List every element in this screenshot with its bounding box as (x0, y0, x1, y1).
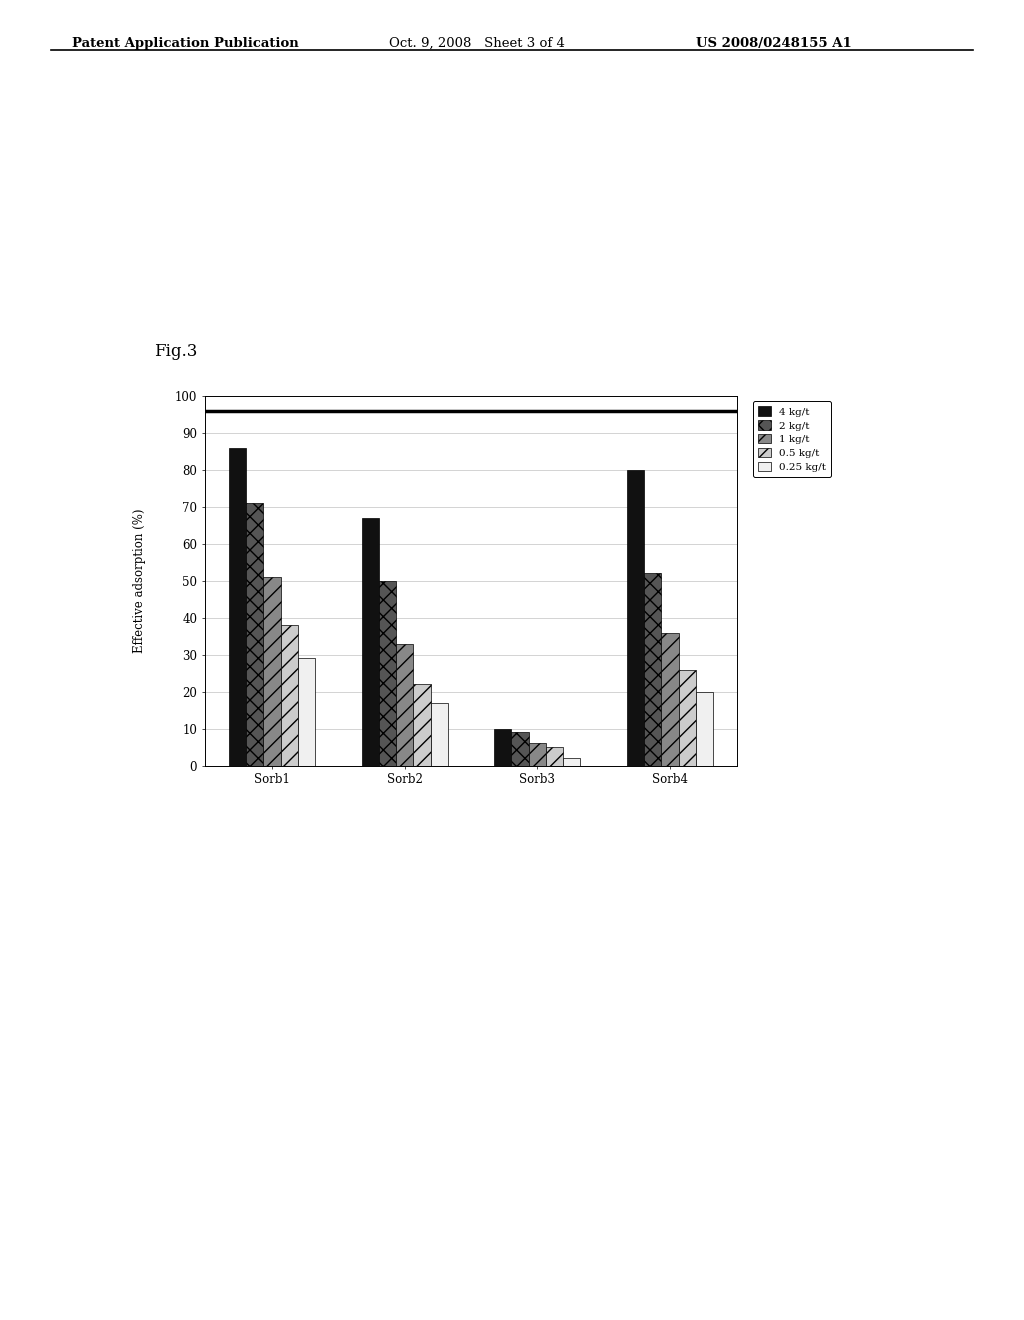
Bar (662, 632, 679, 766)
Bar (263, 577, 281, 766)
Bar (246, 503, 263, 766)
Bar (644, 573, 662, 766)
Bar (298, 659, 315, 766)
Bar (679, 669, 696, 766)
Y-axis label: Effective adsorption (%): Effective adsorption (%) (133, 508, 146, 653)
Bar (379, 581, 396, 766)
Text: Fig.3: Fig.3 (154, 343, 197, 360)
Bar (281, 626, 298, 766)
Bar (361, 517, 379, 766)
Text: Patent Application Publication: Patent Application Publication (72, 37, 298, 50)
Bar (563, 758, 581, 766)
Text: Oct. 9, 2008   Sheet 3 of 4: Oct. 9, 2008 Sheet 3 of 4 (389, 37, 565, 50)
Bar (696, 692, 713, 766)
Legend: 4 kg/t, 2 kg/t, 1 kg/t, 0.5 kg/t, 0.25 kg/t: 4 kg/t, 2 kg/t, 1 kg/t, 0.5 kg/t, 0.25 k… (753, 401, 831, 478)
Bar (430, 702, 447, 766)
Bar (495, 729, 512, 766)
Bar (512, 733, 528, 766)
Bar (627, 470, 644, 766)
Bar (546, 747, 563, 766)
Bar (528, 743, 546, 766)
Text: US 2008/0248155 A1: US 2008/0248155 A1 (696, 37, 852, 50)
Bar (414, 684, 430, 766)
Bar (229, 447, 246, 766)
Bar (396, 644, 414, 766)
